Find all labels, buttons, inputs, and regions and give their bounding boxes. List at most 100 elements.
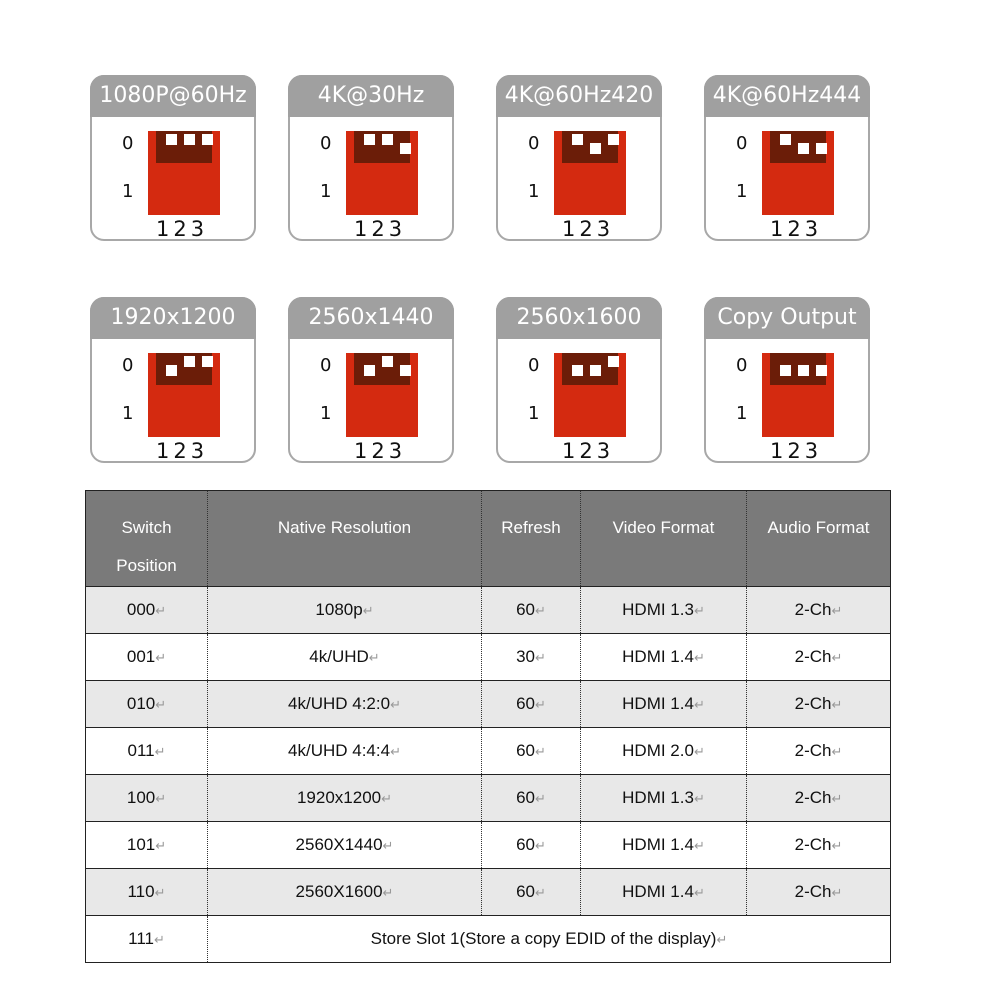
cell-text: 4k/UHD 4:2:0	[288, 694, 391, 713]
switch-slot	[770, 131, 827, 163]
switch-slot	[562, 353, 619, 385]
dip-switch-card: 4K@60Hz420 0 1 123	[496, 75, 662, 241]
cell-text: HDMI 1.3	[622, 788, 694, 807]
cell-text: 000	[126, 600, 156, 619]
table-cell: 4k/UHD 4:4:4↵	[207, 727, 482, 775]
on-label: 1	[736, 403, 748, 424]
mode-title: 4K@60Hz444	[704, 75, 870, 117]
off-label: 0	[736, 133, 748, 154]
cell-text: HDMI 1.3	[622, 600, 694, 619]
cell-text: 2-Ch	[794, 788, 832, 807]
return-mark: ↵	[831, 791, 843, 806]
return-mark: ↵	[382, 885, 394, 900]
off-label: 0	[320, 133, 332, 154]
dip-switch-card: 1080P@60Hz 0 1 123	[90, 75, 256, 241]
return-mark: ↵	[831, 603, 843, 618]
cell-text: 101	[126, 835, 156, 854]
table-cell: 60↵	[481, 727, 581, 775]
dip-switch-card: 2560x1440 0 1 123	[288, 297, 454, 463]
col-video-format: Video Format	[580, 490, 747, 587]
mode-title: 4K@30Hz	[288, 75, 454, 117]
table-cell: HDMI 1.4↵	[580, 680, 747, 728]
table-row: 010↵ 4k/UHD 4:2:0↵ 60↵ HDMI 1.4↵ 2-Ch↵	[85, 680, 891, 728]
cell-text: Store Slot 1(Store a copy EDID of the di…	[370, 929, 717, 948]
table-cell: HDMI 1.3↵	[580, 774, 747, 822]
return-mark: ↵	[693, 603, 705, 618]
switch-lever	[798, 143, 809, 154]
switch-lever	[184, 134, 195, 145]
dip-switch-card: 2560x1600 0 1 123	[496, 297, 662, 463]
mode-title: 2560x1440	[288, 297, 454, 339]
table-cell: HDMI 1.4↵	[580, 868, 747, 916]
table-cell: 110↵	[85, 868, 208, 916]
return-mark: ↵	[693, 838, 705, 853]
return-mark: ↵	[535, 744, 546, 759]
table-cell: HDMI 1.3↵	[580, 586, 747, 634]
table-cell: HDMI 1.4↵	[580, 821, 747, 869]
return-mark: ↵	[535, 650, 546, 665]
return-mark: ↵	[535, 603, 546, 618]
return-mark: ↵	[535, 838, 546, 853]
cell-text: 60	[516, 788, 535, 807]
table-cell: 60↵	[481, 821, 581, 869]
cell-text: HDMI 2.0	[622, 741, 694, 760]
switch-slot	[156, 131, 213, 163]
cell-text: 30	[516, 647, 535, 666]
return-mark: ↵	[155, 650, 167, 665]
cell-text: 2560X1600	[295, 882, 383, 901]
dip-switch-card: 1920x1200 0 1 123	[90, 297, 256, 463]
table-cell: HDMI 2.0↵	[580, 727, 747, 775]
cell-text: 60	[516, 694, 535, 713]
mode-title: 4K@60Hz420	[496, 75, 662, 117]
table-cell: Store Slot 1(Store a copy EDID of the di…	[207, 915, 891, 963]
return-mark: ↵	[831, 744, 843, 759]
switch-lever	[400, 143, 411, 154]
off-label: 0	[122, 355, 134, 376]
switch-lever	[382, 356, 393, 367]
switch-lever	[400, 365, 411, 376]
return-mark: ↵	[693, 791, 705, 806]
return-mark: ↵	[382, 838, 394, 853]
table-cell: 1920x1200↵	[207, 774, 482, 822]
return-mark: ↵	[831, 838, 843, 853]
cell-text: 110	[127, 882, 155, 901]
cell-text: 60	[516, 882, 535, 901]
on-label: 1	[736, 181, 748, 202]
return-mark: ↵	[716, 932, 728, 947]
cell-text: 2-Ch	[794, 600, 832, 619]
switch-lever	[816, 143, 827, 154]
return-mark: ↵	[381, 791, 393, 806]
table-cell: 60↵	[481, 586, 581, 634]
switch-lever	[202, 356, 213, 367]
cell-text: 011	[127, 741, 155, 760]
table-cell: 2560X1600↵	[207, 868, 482, 916]
table-row: 001↵ 4k/UHD↵ 30↵ HDMI 1.4↵ 2-Ch↵	[85, 633, 891, 681]
cell-text: 1920x1200	[296, 788, 382, 807]
header-text: Position	[116, 556, 177, 575]
switch-slot	[354, 131, 411, 163]
table-row: 100↵ 1920x1200↵ 60↵ HDMI 1.3↵ 2-Ch↵	[85, 774, 891, 822]
table-cell: 60↵	[481, 774, 581, 822]
table-row: 110↵ 2560X1600↵ 60↵ HDMI 1.4↵ 2-Ch↵	[85, 868, 891, 916]
dip-switch	[346, 131, 418, 215]
edid-table: Switch Position Native Resolution Refresh…	[85, 490, 891, 963]
on-label: 1	[528, 181, 540, 202]
switch-lever	[590, 143, 601, 154]
switch-lever	[608, 356, 619, 367]
dip-switch	[762, 131, 834, 215]
return-mark: ↵	[155, 603, 167, 618]
dip-switch	[148, 131, 220, 215]
table-row: 111↵ Store Slot 1(Store a copy EDID of th…	[85, 915, 891, 963]
return-mark: ↵	[831, 650, 843, 665]
cell-text: 010	[126, 694, 156, 713]
switch-numbers: 123	[354, 217, 407, 241]
dip-switch-card: Copy Output 0 1 123	[704, 297, 870, 463]
switch-lever	[798, 365, 809, 376]
switch-slot	[562, 131, 619, 163]
on-label: 1	[320, 181, 332, 202]
table-cell: HDMI 1.4↵	[580, 633, 747, 681]
cell-text: 2-Ch	[794, 647, 832, 666]
switch-lever	[780, 134, 791, 145]
table-cell: 2-Ch↵	[746, 586, 891, 634]
cell-text: 2560X1440	[295, 835, 383, 854]
